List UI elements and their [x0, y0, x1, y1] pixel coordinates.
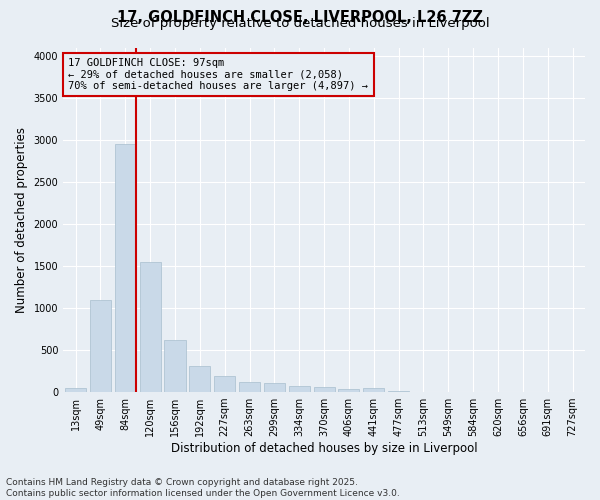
- Y-axis label: Number of detached properties: Number of detached properties: [15, 127, 28, 313]
- Bar: [164, 340, 185, 392]
- Bar: [140, 262, 161, 392]
- Bar: [115, 144, 136, 392]
- Bar: [314, 387, 335, 392]
- Bar: [388, 391, 409, 392]
- X-axis label: Distribution of detached houses by size in Liverpool: Distribution of detached houses by size …: [171, 442, 478, 455]
- Text: 17 GOLDFINCH CLOSE: 97sqm
← 29% of detached houses are smaller (2,058)
70% of se: 17 GOLDFINCH CLOSE: 97sqm ← 29% of detac…: [68, 58, 368, 91]
- Bar: [363, 388, 385, 392]
- Text: 17, GOLDFINCH CLOSE, LIVERPOOL, L26 7ZZ: 17, GOLDFINCH CLOSE, LIVERPOOL, L26 7ZZ: [117, 10, 483, 25]
- Bar: [214, 376, 235, 392]
- Bar: [90, 300, 111, 392]
- Bar: [338, 388, 359, 392]
- Bar: [189, 366, 211, 392]
- Bar: [289, 386, 310, 392]
- Bar: [65, 388, 86, 392]
- Bar: [264, 383, 285, 392]
- Text: Size of property relative to detached houses in Liverpool: Size of property relative to detached ho…: [110, 18, 490, 30]
- Bar: [239, 382, 260, 392]
- Text: Contains HM Land Registry data © Crown copyright and database right 2025.
Contai: Contains HM Land Registry data © Crown c…: [6, 478, 400, 498]
